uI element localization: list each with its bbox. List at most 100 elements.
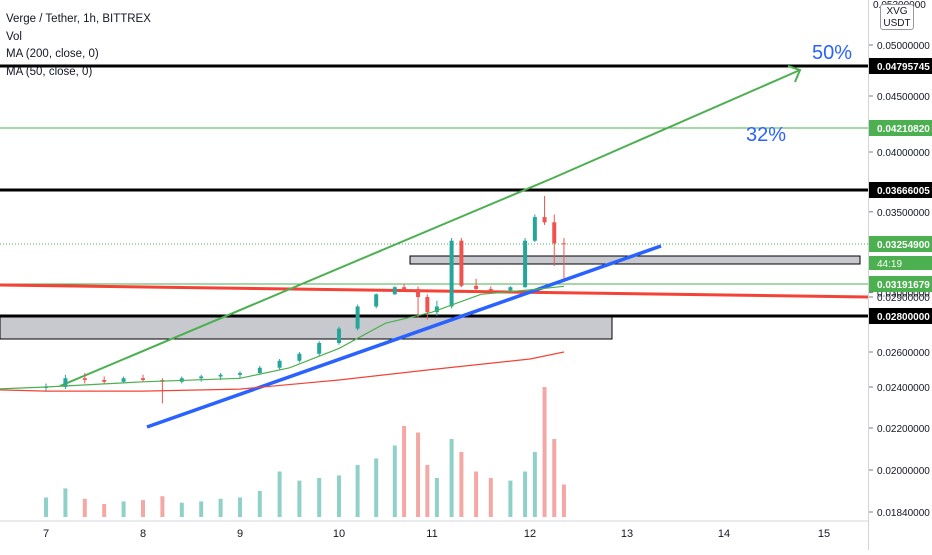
price-tick-label: 0.02000000 bbox=[877, 466, 930, 477]
candle-body bbox=[218, 374, 223, 377]
legend-vol[interactable]: Vol bbox=[6, 30, 22, 43]
price-label-box bbox=[869, 120, 932, 136]
volume-bar bbox=[337, 475, 341, 517]
legend-symbol[interactable]: Verge / Tether, 1h, BITTREX bbox=[6, 13, 151, 25]
price-tick-label: 0.02400000 bbox=[877, 383, 930, 394]
volume-bar bbox=[488, 478, 493, 517]
price-label-text: 0.04795745 bbox=[877, 62, 930, 73]
thirtytwo-percent-label: 32% bbox=[746, 124, 787, 146]
candle-body bbox=[532, 217, 537, 241]
legend-ma200[interactable]: MA (200, close, 0) bbox=[6, 48, 99, 60]
candle-body bbox=[238, 373, 242, 375]
price-label-box bbox=[869, 308, 932, 324]
volume-bar bbox=[425, 465, 430, 517]
volume-bar bbox=[317, 478, 322, 517]
candle-body bbox=[523, 240, 528, 288]
volume-bar bbox=[542, 387, 547, 517]
candle-body bbox=[392, 287, 397, 295]
price-scale-axis[interactable]: 0.053000000.050000000.045000000.04000000… bbox=[869, 0, 932, 550]
candle-body bbox=[449, 240, 454, 307]
ma50-line bbox=[0, 285, 565, 390]
price-tick-label: 0.02600000 bbox=[877, 348, 930, 359]
volume-bar bbox=[277, 471, 282, 517]
candle-body bbox=[297, 353, 302, 361]
ma200-line bbox=[0, 351, 565, 392]
price-tick-label: 0.02200000 bbox=[877, 424, 930, 435]
x-tick-label: 7 bbox=[43, 528, 49, 540]
volume-bar bbox=[474, 471, 479, 517]
candle-body bbox=[552, 222, 557, 244]
price-scale[interactable]: 0.053000000.050000000.045000000.04000000… bbox=[868, 0, 932, 550]
volume-bar bbox=[561, 484, 566, 517]
x-tick-label: 8 bbox=[140, 528, 146, 540]
price-label-box bbox=[869, 182, 932, 198]
x-tick-label: 11 bbox=[426, 528, 437, 540]
candle-body bbox=[474, 285, 479, 289]
currency-badge-base: XVG bbox=[886, 6, 908, 17]
price-tick-label: 0.03500000 bbox=[877, 208, 930, 219]
volume-bar bbox=[141, 500, 145, 517]
candle-body bbox=[425, 297, 430, 313]
price-chart[interactable]: 7 8 9 10 11 12 13 14 15 bbox=[0, 0, 868, 550]
price-tick-label: 0.03000000 bbox=[877, 289, 930, 300]
price-label-box bbox=[869, 58, 932, 74]
volume-bar bbox=[434, 478, 439, 517]
candle-body bbox=[257, 367, 262, 373]
volume-bar bbox=[402, 426, 407, 517]
currency-badge[interactable]: XVG USDT bbox=[880, 4, 914, 30]
price-tick-label: 0.02900000 bbox=[877, 293, 930, 304]
volume-bar bbox=[44, 497, 48, 517]
price-label-text: 0.03191679 bbox=[877, 280, 930, 291]
volume-bar bbox=[523, 471, 528, 517]
resistance-zone-box bbox=[409, 255, 861, 265]
candle-body bbox=[542, 217, 547, 223]
x-tick-label: 9 bbox=[237, 528, 243, 540]
volume-bar bbox=[374, 458, 379, 517]
price-label-box bbox=[869, 236, 932, 252]
price-label-text: 0.04210820 bbox=[877, 124, 930, 135]
price-label-text: 0.03254900 bbox=[877, 240, 930, 251]
volume-bar bbox=[297, 480, 302, 517]
channel-upper-line bbox=[59, 177, 554, 387]
projection-arrow-head bbox=[787, 65, 802, 83]
price-tick-label: 0.04000000 bbox=[877, 148, 930, 159]
countdown-box bbox=[869, 256, 932, 270]
candle-body bbox=[199, 376, 204, 379]
x-tick-label: 13 bbox=[621, 528, 633, 540]
volume-bar bbox=[552, 439, 557, 517]
volume-bar bbox=[102, 504, 107, 517]
candle-body bbox=[434, 306, 439, 313]
volume-bar bbox=[449, 439, 454, 517]
volume-bar bbox=[508, 480, 513, 517]
volume-bar bbox=[179, 502, 184, 517]
volume-bar bbox=[160, 496, 165, 517]
countdown-text: 44:19 bbox=[877, 259, 902, 270]
candle-body bbox=[337, 328, 341, 343]
support-zone-box bbox=[0, 314, 613, 340]
chart-area[interactable]: 7 8 9 10 11 12 13 14 15 Verge / Tether, 1h, BITT… bbox=[0, 0, 868, 550]
price-label-text: 0.02800000 bbox=[877, 312, 930, 323]
candle-body bbox=[121, 378, 126, 382]
volume-bar bbox=[392, 445, 397, 517]
volume-bar bbox=[199, 501, 204, 517]
fifty-percent-label: 50% bbox=[812, 42, 853, 64]
candle-body bbox=[508, 287, 513, 291]
candle-body bbox=[317, 343, 322, 354]
candle-body bbox=[561, 243, 566, 245]
candle-body bbox=[141, 378, 145, 380]
price-label-text: 0.03666005 bbox=[877, 186, 930, 197]
candle-body bbox=[488, 288, 493, 291]
currency-badge-quote: USDT bbox=[883, 18, 911, 29]
candle-body bbox=[63, 378, 68, 387]
candle-body bbox=[374, 294, 379, 307]
volume-bar bbox=[238, 497, 242, 517]
price-tick-label: 0.04500000 bbox=[877, 92, 930, 103]
legend: Verge / Tether, 1h, BITTREX Vol MA (200,… bbox=[6, 11, 151, 81]
volume-bar bbox=[416, 432, 421, 517]
price-tick-label: 0.01840000 bbox=[877, 508, 930, 519]
legend-ma50[interactable]: MA (50, close, 0) bbox=[6, 65, 93, 78]
candle-body bbox=[402, 287, 407, 289]
x-tick-label: 10 bbox=[333, 528, 345, 540]
candle-body bbox=[82, 378, 87, 380]
price-tick-label: 0.05000000 bbox=[877, 41, 930, 52]
